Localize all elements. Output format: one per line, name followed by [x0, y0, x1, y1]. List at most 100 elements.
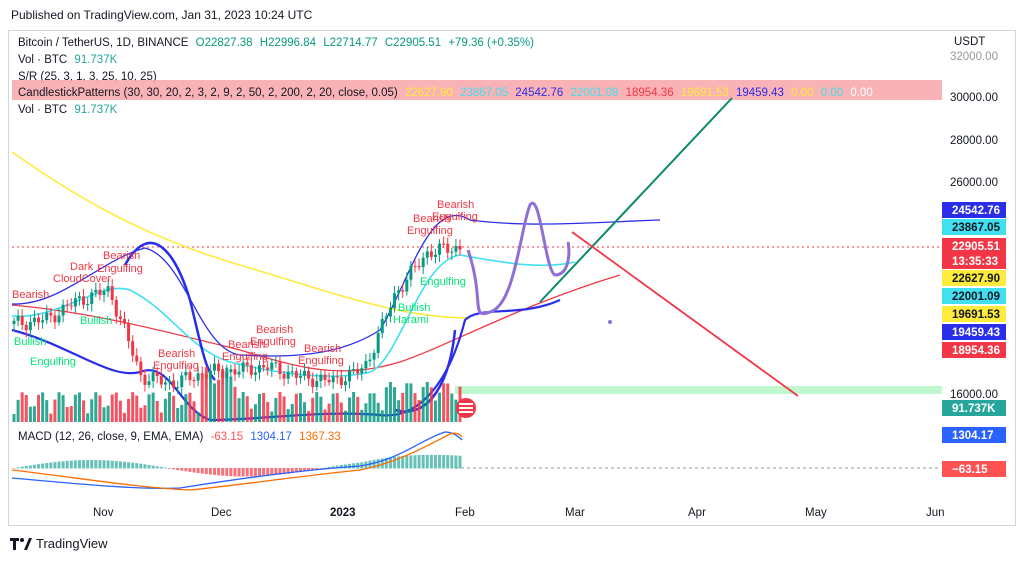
candle-body	[446, 243, 450, 253]
volume-bar	[266, 401, 270, 422]
volume-bar	[135, 395, 139, 422]
price-badge: 22627.90	[942, 270, 1006, 286]
macd-hist-bar	[69, 460, 73, 469]
candle-body	[274, 362, 278, 364]
axis-currency: USDT	[954, 36, 985, 48]
pattern-label: Bullish	[80, 315, 112, 327]
tradingview-logo[interactable]: TradingView	[10, 536, 108, 551]
candle-body	[237, 371, 241, 375]
macd-hist-bar	[135, 463, 139, 469]
macd-hist-bar	[376, 459, 380, 469]
candle-body	[262, 365, 266, 368]
macd-hist-bar	[225, 468, 229, 476]
candle-body	[180, 375, 184, 388]
volume-bar	[196, 412, 200, 422]
time-tick: May	[805, 507, 827, 519]
pattern-labels: Bearish Engulfing Dark CloudCover Bearis…	[12, 199, 478, 372]
candle-body	[135, 355, 139, 362]
candle-body	[32, 317, 36, 323]
cp-value: 0.00	[850, 87, 873, 99]
macd-hist-bar	[82, 460, 86, 469]
macd-signal-value: 1367.33	[299, 431, 341, 443]
candle-body	[339, 376, 343, 386]
macd-hist-bar	[41, 463, 45, 469]
candle-body	[98, 289, 102, 295]
vol-legend: Vol · BTC 91.737K	[18, 54, 121, 66]
volume-bar	[343, 410, 347, 422]
macd-hist-bar	[241, 468, 245, 477]
pattern-label: Bearish	[437, 199, 474, 211]
volume-bar	[339, 402, 343, 422]
macd-hist-bar	[258, 468, 262, 477]
macd-hist-bar	[151, 465, 155, 469]
volume-bar	[127, 398, 131, 422]
ohlc-low: L22714.77	[323, 37, 378, 49]
ohlc-change: +79.36 (+0.35%)	[448, 37, 534, 49]
candle-body	[192, 380, 196, 382]
candle-body	[450, 251, 454, 253]
macd-hist-bar	[184, 468, 188, 472]
volume-bar	[307, 411, 311, 422]
pattern-label: Engulfing	[30, 356, 76, 368]
price-badge-label: 22627.90	[952, 273, 1000, 285]
macd-hist-bar	[401, 456, 405, 469]
macd-hist-bar	[458, 455, 462, 469]
volume-bar	[204, 367, 208, 422]
macd-hist-bar	[131, 462, 135, 469]
volume-bar	[77, 392, 81, 422]
pattern-label: Dark	[70, 261, 94, 273]
macd-hist-bar	[167, 468, 171, 469]
volume-bar	[49, 413, 53, 422]
volume-bar	[429, 387, 433, 422]
volume-bar	[180, 404, 184, 422]
volume-bar	[159, 412, 163, 422]
macd-hist-bar	[16, 467, 20, 469]
macd-hist-bar	[127, 462, 131, 469]
candle-body	[163, 382, 167, 385]
volume-bar	[258, 393, 262, 422]
published-header: Published on TradingView.com, Jan 31, 20…	[11, 8, 313, 22]
price-badge: 91.737K	[942, 400, 1006, 416]
price-badge-label: 22001.09	[952, 291, 1000, 303]
volume-bar	[446, 383, 450, 422]
candle-body	[343, 381, 347, 386]
cp-value: 18954.36	[625, 87, 674, 99]
volume-bar	[286, 409, 290, 422]
pattern-label: Bearish	[158, 348, 195, 360]
volume-bar	[413, 393, 417, 422]
candle-body	[352, 369, 356, 371]
macd-hist-bar	[421, 454, 425, 469]
macd-hist-bar	[429, 454, 433, 469]
volume-bar	[335, 393, 339, 422]
macd-hist-bar	[286, 468, 290, 474]
candle-body	[159, 376, 163, 385]
candle-body	[376, 333, 380, 353]
vol-label: Vol · BTC	[18, 54, 68, 66]
flag-icon[interactable]	[456, 398, 476, 418]
price-tick: 26000.00	[950, 177, 998, 189]
price-badge-label: 18954.36	[952, 345, 1000, 357]
macd-histogram	[12, 454, 462, 477]
candle-body	[106, 286, 110, 292]
volume-bar	[245, 396, 249, 422]
volume-bar	[262, 392, 266, 422]
volume-bar	[98, 395, 102, 422]
candle-body	[147, 381, 151, 385]
macd-hist-bar	[294, 468, 298, 473]
chart-frame[interactable]	[8, 30, 1016, 526]
macd-hist-bar	[24, 466, 28, 469]
time-tick: Nov	[93, 507, 114, 519]
time-tick: Mar	[565, 507, 585, 519]
volume-bar	[315, 392, 319, 422]
volume-bar	[233, 386, 237, 422]
volume-bar	[167, 392, 171, 422]
price-badge-label: 13:35:33	[952, 256, 998, 268]
macd-hist-bar	[90, 460, 94, 469]
yellow-ma	[11, 151, 471, 319]
macd-hist-bar	[397, 456, 401, 469]
macd-hist-bar	[110, 460, 114, 469]
candle-body	[290, 371, 294, 373]
pattern-label: Engulfing	[407, 225, 453, 237]
macd-hist-bar	[73, 460, 77, 469]
macd-hist-bar	[229, 468, 233, 477]
